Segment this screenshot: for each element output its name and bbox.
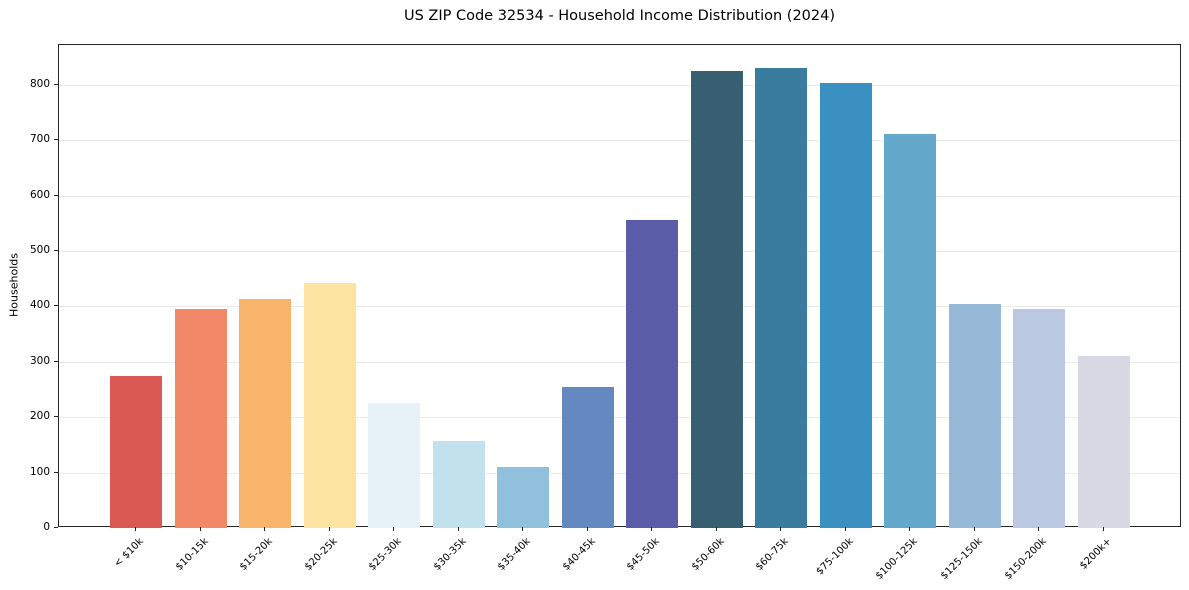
chart-title: US ZIP Code 32534 - Household Income Dis… <box>403 8 836 24</box>
plot-area <box>58 44 1181 528</box>
y-tick-mark-800 <box>54 83 58 85</box>
y-tick-mark-100 <box>54 471 58 473</box>
x-tick-mark-7 <box>522 527 523 531</box>
x-tick-mark-1 <box>135 527 136 531</box>
y-tick-mark-400 <box>54 305 58 307</box>
y-tick-mark-500 <box>54 250 58 252</box>
y-tick-label-200: 200 <box>29 410 50 423</box>
x-tick-label-4: $20-25k <box>302 536 340 573</box>
bar-40-45k <box>561 387 614 528</box>
bar-75-100k <box>819 83 872 528</box>
gridline-y-300 <box>59 361 1180 363</box>
x-tick-mark-2 <box>199 527 201 531</box>
x-tick-mark-16 <box>1102 527 1104 531</box>
bar-150-200k <box>1013 309 1065 528</box>
x-tick-mark-13 <box>909 527 910 531</box>
x-tick-label-3: $15-20k <box>237 536 275 573</box>
y-tick-label-100: 100 <box>29 465 50 478</box>
y-tick-mark-0 <box>54 527 58 528</box>
x-tick-label-6: $30-35k <box>431 536 469 573</box>
bar-25-30k <box>368 402 420 528</box>
x-tick-mark-3 <box>264 527 265 531</box>
gridline-y-200 <box>59 417 1180 419</box>
x-tick-label-7: $35-40k <box>495 536 533 573</box>
bar-45-50k <box>626 220 678 528</box>
x-tick-label-11: $60-75k <box>753 536 791 573</box>
gridline-y-400 <box>59 306 1180 308</box>
x-tick-label-12: $75-100k <box>813 536 856 578</box>
bar-50-60k <box>690 71 743 528</box>
x-tick-mark-6 <box>457 527 459 531</box>
bar-100-125k <box>884 134 936 528</box>
gridline-y-500 <box>59 251 1180 253</box>
bar-30-35k <box>432 441 485 528</box>
y-tick-mark-700 <box>54 139 58 141</box>
bar-200k <box>1077 356 1130 528</box>
x-tick-mark-5 <box>393 527 394 531</box>
y-tick-label-400: 400 <box>29 299 50 312</box>
x-tick-label-1: < $10k <box>112 536 146 570</box>
x-tick-label-5: $25-30k <box>366 536 404 573</box>
x-tick-label-14: $125-150k <box>938 536 985 582</box>
x-tick-label-10: $50-60k <box>689 536 727 573</box>
x-tick-mark-8 <box>586 527 588 531</box>
bar-35-40k <box>497 466 549 528</box>
bar-15-20k <box>239 298 291 528</box>
bar-20-25k <box>303 282 356 528</box>
x-tick-mark-10 <box>715 527 717 531</box>
x-tick-label-15: $150-200k <box>1002 536 1049 582</box>
y-tick-label-800: 800 <box>29 77 50 90</box>
x-tick-mark-12 <box>844 527 846 531</box>
x-tick-mark-9 <box>651 527 652 531</box>
y-tick-label-600: 600 <box>29 188 50 201</box>
bar-125-150k <box>948 304 1001 528</box>
y-tick-label-700: 700 <box>29 133 50 146</box>
y-tick-label-300: 300 <box>29 354 50 367</box>
gridline-y-700 <box>59 140 1180 142</box>
gridline-y-100 <box>59 472 1180 474</box>
bar-10k <box>110 376 162 528</box>
bar-60-75k <box>755 68 807 528</box>
y-tick-mark-200 <box>54 416 58 418</box>
y-tick-label-500: 500 <box>29 244 50 257</box>
gridline-y-600 <box>59 195 1180 197</box>
x-tick-label-13: $100-125k <box>873 536 920 582</box>
x-tick-label-16: $200k+ <box>1077 536 1114 572</box>
gridline-y-800 <box>59 84 1180 86</box>
bar-10-15k <box>174 309 227 528</box>
x-tick-label-9: $45-50k <box>624 536 662 573</box>
x-tick-mark-11 <box>780 527 781 531</box>
y-tick-mark-300 <box>54 360 58 362</box>
x-tick-mark-4 <box>328 527 330 531</box>
x-tick-label-2: $10-15k <box>173 536 211 573</box>
x-tick-mark-15 <box>1038 527 1039 531</box>
x-tick-mark-14 <box>973 527 975 531</box>
x-tick-label-8: $40-45k <box>560 536 598 573</box>
y-tick-mark-600 <box>54 194 58 196</box>
y-tick-label-0: 0 <box>43 521 50 533</box>
